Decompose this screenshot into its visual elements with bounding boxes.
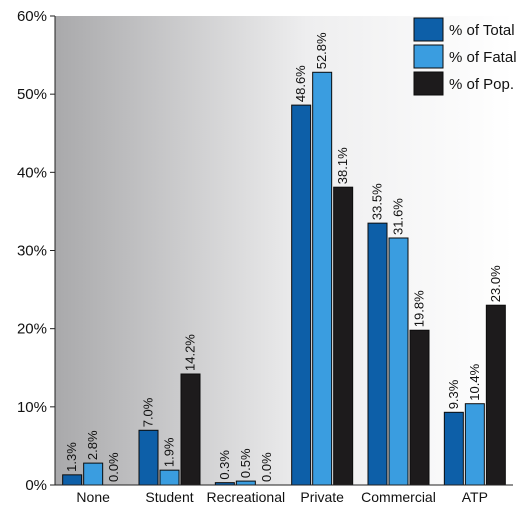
category-label: Recreational bbox=[207, 489, 286, 505]
y-tick-label: 10% bbox=[17, 399, 47, 416]
category-label: Private bbox=[300, 489, 344, 505]
bar bbox=[62, 474, 83, 486]
data-label: 10.4% bbox=[467, 363, 482, 400]
y-tick-label: 0% bbox=[25, 477, 47, 494]
data-label: 0.0% bbox=[106, 452, 121, 482]
data-label: 0.0% bbox=[259, 452, 274, 482]
y-tick-label: 50% bbox=[17, 86, 47, 103]
y-tick-label: 60% bbox=[17, 8, 47, 25]
legend-swatch bbox=[413, 71, 444, 96]
data-label: 33.5% bbox=[370, 183, 385, 220]
data-label: 38.1% bbox=[335, 147, 350, 184]
bar bbox=[83, 462, 104, 486]
data-label: 1.9% bbox=[162, 437, 177, 467]
bar bbox=[333, 186, 354, 486]
data-label: 1.3% bbox=[64, 442, 79, 472]
bar bbox=[291, 104, 312, 486]
data-label: 2.8% bbox=[85, 430, 100, 460]
y-axis-ticks: 0% 10% 20% 30% 40% 50% 60% bbox=[17, 8, 55, 494]
data-label: 14.2% bbox=[183, 334, 198, 371]
legend-label: % of Pop. bbox=[449, 76, 514, 93]
bar bbox=[464, 403, 485, 486]
y-tick-label: 30% bbox=[17, 243, 47, 260]
bar bbox=[180, 373, 201, 486]
category-label: None bbox=[76, 489, 110, 505]
category-label: Student bbox=[145, 489, 193, 505]
bar bbox=[409, 329, 430, 486]
bar bbox=[312, 71, 333, 486]
data-label: 19.8% bbox=[412, 290, 427, 327]
bar bbox=[443, 411, 464, 486]
bar bbox=[159, 469, 180, 486]
legend-swatch bbox=[413, 17, 444, 42]
data-label: 9.3% bbox=[446, 379, 461, 409]
legend-swatch bbox=[413, 44, 444, 69]
category-labels: None Student Recreational Private Commercial… bbox=[76, 489, 488, 505]
category-label: ATP bbox=[462, 489, 488, 505]
legend: % of Total % of Fatal % of Pop. bbox=[413, 17, 517, 96]
bar bbox=[138, 429, 159, 486]
category-label: Commercial bbox=[361, 489, 436, 505]
bar bbox=[485, 304, 506, 486]
data-label: 0.3% bbox=[217, 450, 232, 480]
legend-label: % of Fatal bbox=[449, 49, 517, 66]
legend-label: % of Total bbox=[449, 22, 515, 39]
bar bbox=[367, 222, 388, 486]
bar bbox=[235, 480, 256, 486]
data-labels: 1.3% 2.8% 0.0% 7.0% 1.9% 14.2% 0.3% 0.5% 0.0% 48.… bbox=[64, 32, 503, 482]
data-label: 23.0% bbox=[488, 265, 503, 302]
bar bbox=[388, 237, 409, 486]
data-label: 48.6% bbox=[293, 65, 308, 102]
data-label: 52.8% bbox=[314, 32, 329, 69]
data-label: 31.6% bbox=[391, 198, 406, 235]
data-label: 0.5% bbox=[238, 448, 253, 478]
data-label: 7.0% bbox=[141, 397, 156, 427]
y-tick-label: 40% bbox=[17, 164, 47, 181]
y-tick-label: 20% bbox=[17, 321, 47, 338]
